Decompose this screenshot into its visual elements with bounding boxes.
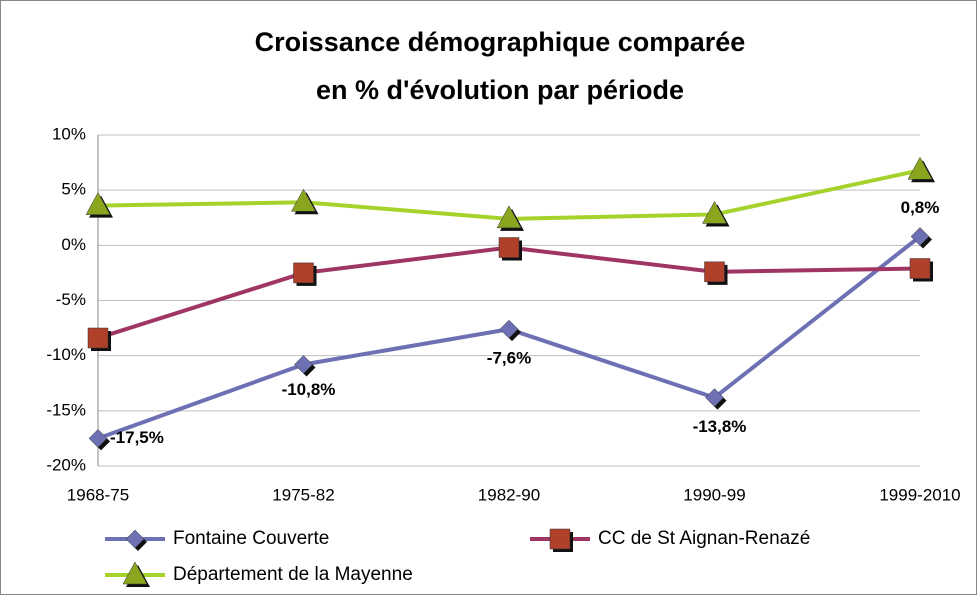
legend-label: CC de St Aignan-Renazé [598,528,810,549]
data-label: -13,8% [693,417,747,436]
chart-title-line: Croissance démographique comparée [255,27,746,57]
x-tick-label: 1968-75 [67,485,129,504]
point-marker [85,192,111,215]
y-tick-label: 5% [61,180,86,199]
point-marker [907,156,933,180]
point-marker [704,261,725,283]
y-tick-label: -20% [46,455,86,474]
point-marker [293,262,314,284]
point-marker [496,205,522,229]
data-label: -17,5% [110,428,164,447]
point-marker [499,319,519,339]
legend-marker [125,529,145,549]
x-tick-label: 1999-2010 [879,485,960,504]
point-marker [294,355,313,374]
y-tick-label: 0% [61,235,86,254]
y-tick-label: -10% [46,345,86,364]
point-marker [909,258,931,279]
chart-title-line: en % d'évolution par période [316,75,684,105]
x-tick-label: 1990-99 [683,485,745,504]
point-marker [702,200,727,224]
data-label: -7,6% [487,349,531,368]
y-tick-label: -5% [56,290,86,309]
data-label: -10,8% [282,380,336,399]
x-tick-label: 1975-82 [272,485,334,504]
y-tick-label: -15% [46,400,86,419]
legend-marker [122,561,148,585]
point-marker [87,327,109,349]
y-tick-label: 10% [52,124,86,143]
point-marker [291,188,316,212]
point-marker [910,227,930,246]
legend-marker [549,528,571,550]
legend-label: Département de la Mayenne [173,564,413,585]
x-tick-label: 1982-90 [478,485,540,504]
point-marker [88,429,108,448]
data-label: 0,8% [901,198,940,217]
legend-label: Fontaine Couverte [173,528,329,549]
point-marker [705,388,724,407]
point-marker [498,237,520,258]
